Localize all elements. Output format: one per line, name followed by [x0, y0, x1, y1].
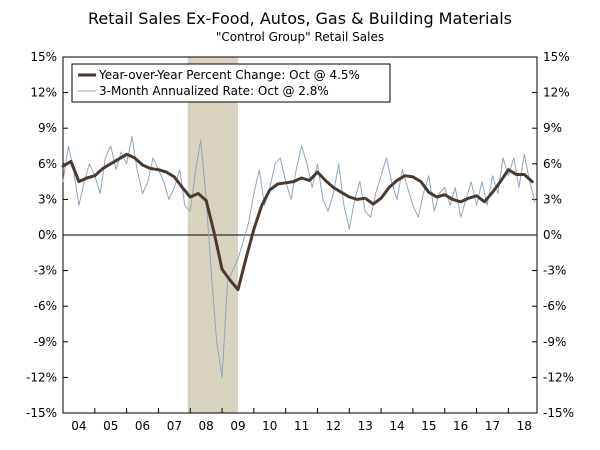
x-tick-label: 14	[389, 419, 404, 433]
y-tick-label-right: 12%	[543, 86, 570, 100]
y-tick-label-left: -9%	[34, 335, 57, 349]
series-line-2	[62, 136, 536, 378]
legend-label-2: 3-Month Annualized Rate: Oct @ 2.8%	[99, 84, 329, 98]
series-line-1	[61, 152, 534, 292]
y-tick-label-right: 9%	[543, 121, 562, 135]
x-tick-label: 10	[262, 419, 277, 433]
y-tick-label-right: 3%	[543, 192, 562, 206]
x-tick-label: 07	[167, 419, 182, 433]
chart-legend: Year-over-Year Percent Change: Oct @ 4.5…	[71, 63, 391, 103]
y-tick-label-right: 15%	[543, 50, 570, 64]
x-tick-label: 08	[199, 419, 214, 433]
y-tick-label-left: -6%	[34, 299, 57, 313]
y-tick-label-right: -15%	[543, 406, 574, 420]
y-tick-label-left: 6%	[38, 157, 57, 171]
y-tick-label-right: -12%	[543, 370, 574, 384]
x-tick-label: 16	[453, 419, 468, 433]
x-tick-label: 11	[294, 419, 309, 433]
x-tick-label: 05	[103, 419, 118, 433]
y-tick-label-left: 3%	[38, 192, 57, 206]
y-tick-label-left: 15%	[30, 50, 57, 64]
plot-area: 15% 15% 12% 12% 9% 9% 6% 6% 3% 3% 0% 0% -3% -3% -6% -6%…	[26, 50, 574, 433]
y-tick-label-left: -3%	[34, 264, 57, 278]
y-tick-label-left: 0%	[38, 228, 57, 242]
y-tick-label-left: 12%	[30, 86, 57, 100]
y-tick-label-left: 9%	[38, 121, 57, 135]
x-tick-label: 15	[421, 419, 436, 433]
chart-subtitle: "Control Group" Retail Sales	[216, 30, 384, 44]
legend-label-1: Year-over-Year Percent Change: Oct @ 4.5…	[98, 68, 360, 82]
x-tick-label: 06	[135, 419, 150, 433]
x-tick-label: 09	[230, 419, 245, 433]
x-tick-label: 17	[485, 419, 500, 433]
y-tick-label-left: -12%	[26, 370, 57, 384]
x-tick-label: 04	[71, 419, 86, 433]
y-tick-label-right: 6%	[543, 157, 562, 171]
y-tick-label-right: -3%	[543, 264, 566, 278]
chart-title: Retail Sales Ex-Food, Autos, Gas & Build…	[88, 9, 512, 28]
x-tick-label: 13	[358, 419, 373, 433]
y-tick-label-right: 0%	[543, 228, 562, 242]
x-tick-label: 18	[517, 419, 532, 433]
y-tick-label-right: -9%	[543, 335, 566, 349]
legend-box	[71, 63, 391, 103]
y-tick-label-right: -6%	[543, 299, 566, 313]
x-tick-label: 12	[326, 419, 341, 433]
y-tick-label-left: -15%	[26, 406, 57, 420]
